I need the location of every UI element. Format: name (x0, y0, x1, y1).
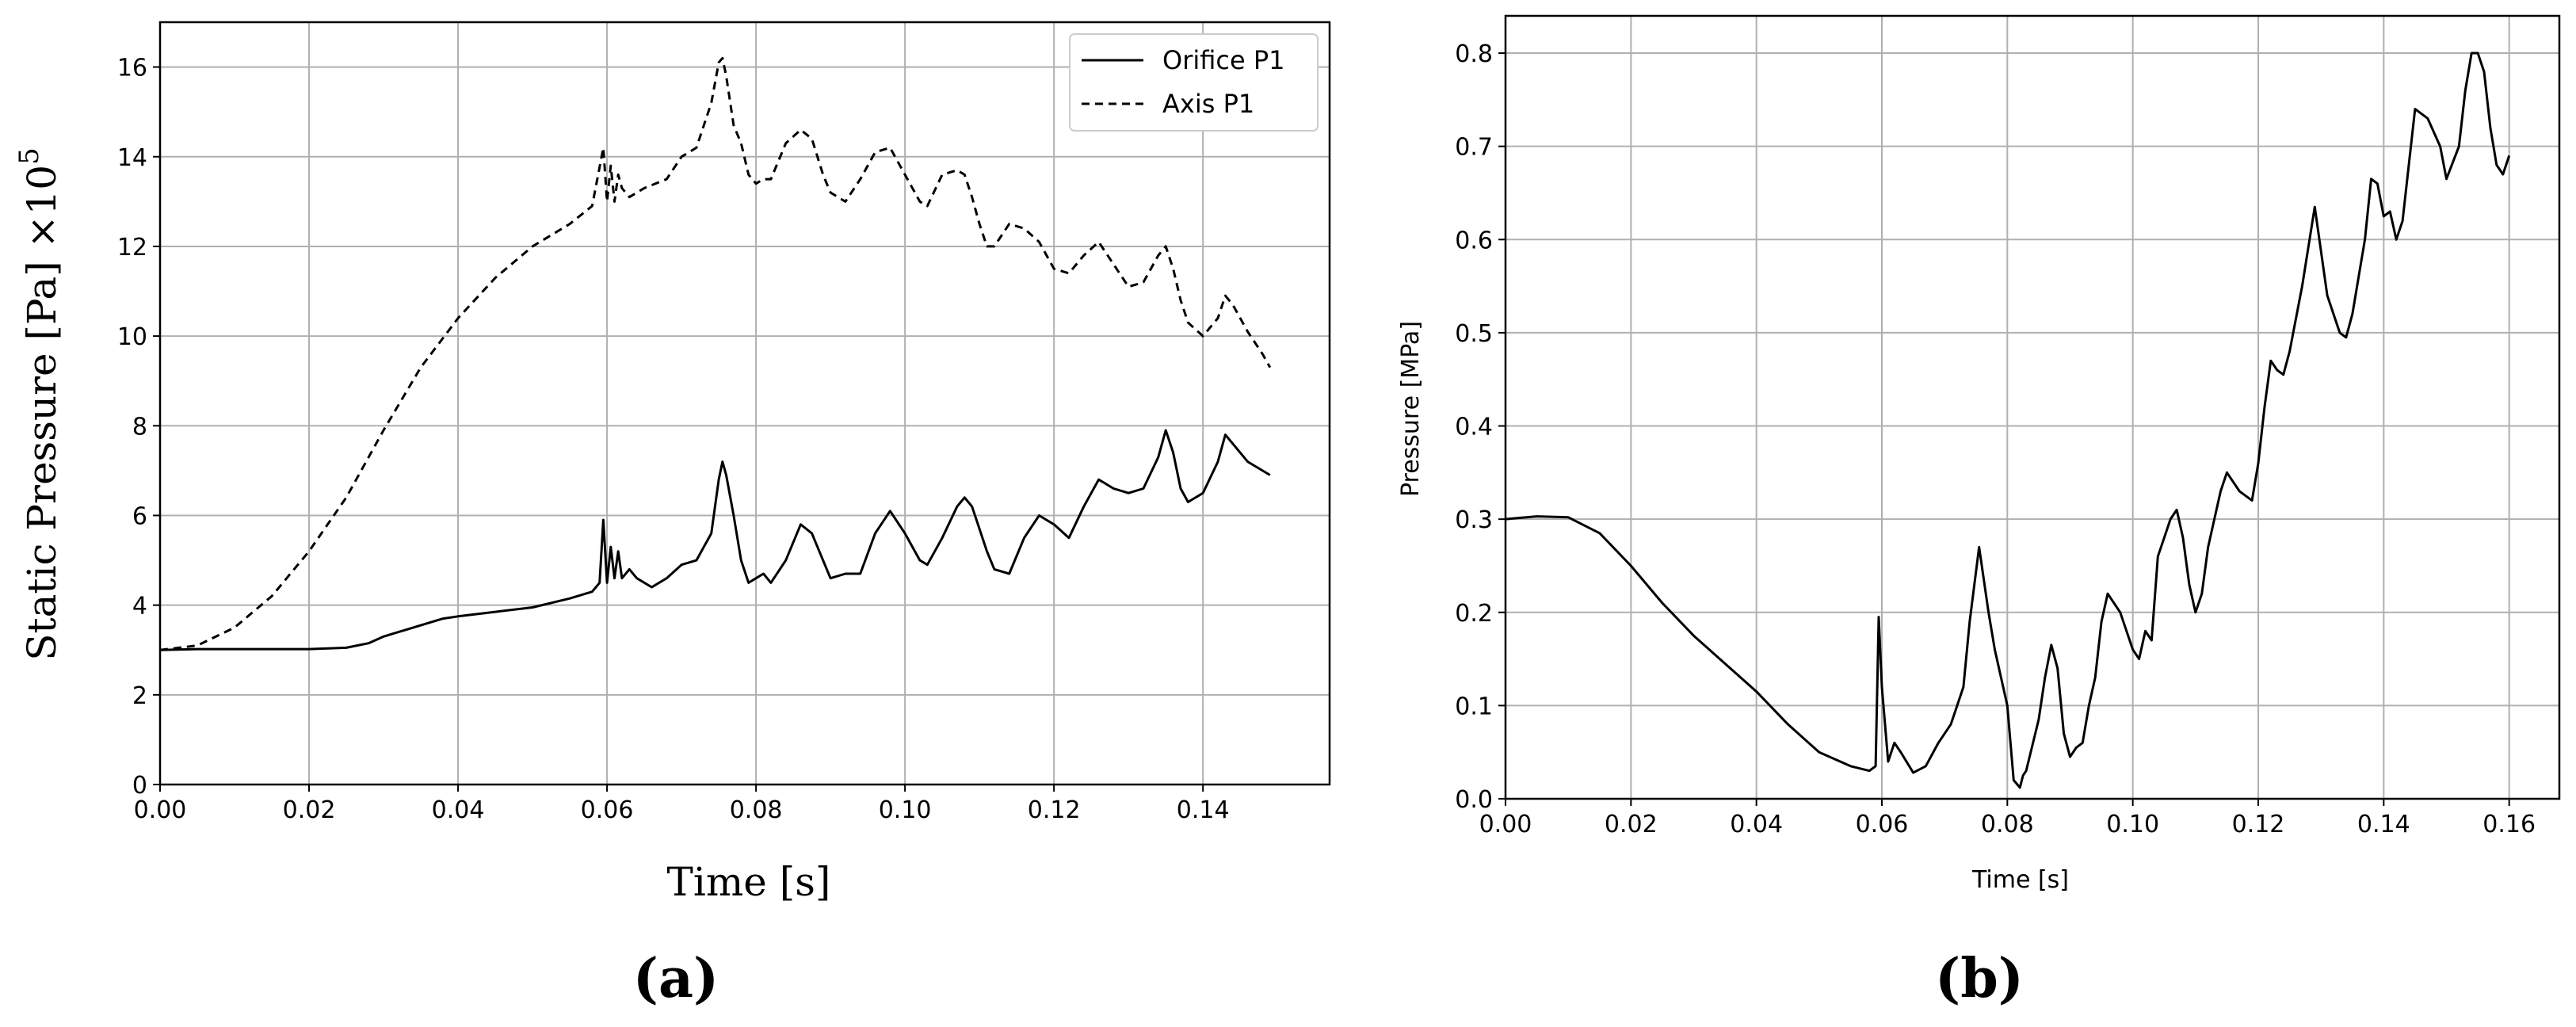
y-tick-label: 0.1 (1455, 693, 1493, 720)
chart-a-y-ticks: 0 2 4 6 8 10 12 14 16 (117, 55, 160, 800)
chart-a-ylabel-main: Static Pressure [Pa] ×10 (19, 165, 65, 661)
chart-a-series (159, 56, 1272, 651)
series-line-pressure (1505, 52, 2511, 789)
x-tick-label: 0.10 (879, 796, 932, 824)
y-tick-label: 0 (132, 772, 147, 800)
x-tick-label: 0.00 (134, 796, 187, 824)
x-tick-label: 0.06 (1856, 811, 1909, 838)
chart-a-caption: (a) (633, 947, 719, 1010)
y-tick-label: 0.7 (1455, 134, 1493, 162)
chart-a-ylabel-exponent: 5 (13, 147, 45, 165)
y-tick-label: 4 (132, 593, 147, 620)
x-tick-label: 0.14 (2357, 811, 2410, 838)
chart-b-frame (1504, 14, 2561, 800)
legend-label-orifice: Orifice P1 (1162, 45, 1285, 75)
chart-b-caption: (b) (1935, 947, 2024, 1010)
x-tick-label: 0.10 (2106, 811, 2159, 838)
x-tick-label: 0.12 (2232, 811, 2285, 838)
chart-a: 0.00 0.02 0.04 0.06 0.08 0.10 0.12 0.14 0 2 4 6 8 10… (13, 21, 1331, 1010)
x-tick-label: 0.06 (581, 796, 634, 824)
chart-a-grid (159, 22, 1330, 785)
chart-b-series (1505, 52, 2511, 789)
y-tick-label: 0.0 (1455, 786, 1493, 814)
x-tick-label: 0.08 (1981, 811, 2034, 838)
chart-b-xlabel: Time [s] (1971, 866, 2069, 894)
y-tick-label: 0.4 (1455, 414, 1493, 441)
x-tick-label: 0.14 (1177, 796, 1230, 824)
y-tick-label: 0.5 (1455, 320, 1493, 348)
x-tick-label: 0.04 (432, 796, 485, 824)
x-tick-label: 0.00 (1479, 811, 1532, 838)
x-tick-label: 0.02 (283, 796, 336, 824)
y-tick-label: 14 (117, 144, 147, 172)
y-tick-label: 6 (132, 502, 147, 530)
chart-a-xlabel: Time [s] (667, 859, 831, 905)
chart-a-x-ticks: 0.00 0.02 0.04 0.06 0.08 0.10 0.12 0.14 (134, 785, 1230, 824)
chart-a-ylabel: Static Pressure [Pa] ×105 (13, 147, 65, 660)
y-tick-label: 12 (117, 234, 147, 262)
chart-b: 0.00 0.02 0.04 0.06 0.08 0.10 0.12 0.14 0.16 0.0… (1397, 14, 2561, 1010)
legend-label-axis: Axis P1 (1162, 89, 1254, 119)
chart-a-frame (158, 21, 1331, 786)
chart-b-y-ticks: 0.0 0.1 0.2 0.3 0.4 0.5 0.6 0.7 0.8 (1455, 40, 1506, 814)
chart-b-x-ticks: 0.00 0.02 0.04 0.06 0.08 0.10 0.12 0.14 0.16 (1479, 799, 2536, 838)
chart-a-legend-box (1069, 33, 1319, 132)
y-tick-label: 0.3 (1455, 506, 1493, 534)
x-tick-label: 0.04 (1730, 811, 1783, 838)
y-tick-label: 10 (117, 323, 147, 351)
y-tick-label: 8 (132, 413, 147, 441)
chart-b-ylabel: Pressure [MPa] (1397, 321, 1425, 497)
y-tick-label: 0.2 (1455, 600, 1493, 628)
series-line-orifice-p1 (159, 429, 1271, 651)
x-tick-label: 0.02 (1605, 811, 1658, 838)
y-tick-label: 16 (117, 55, 147, 82)
y-tick-label: 2 (132, 682, 147, 710)
chart-a-legend: Orifice P1 Axis P1 (1069, 33, 1319, 132)
y-tick-label: 0.6 (1455, 227, 1493, 254)
x-tick-label: 0.16 (2483, 811, 2536, 838)
x-tick-label: 0.12 (1028, 796, 1081, 824)
y-tick-label: 0.8 (1455, 40, 1493, 68)
x-tick-label: 0.08 (730, 796, 783, 824)
